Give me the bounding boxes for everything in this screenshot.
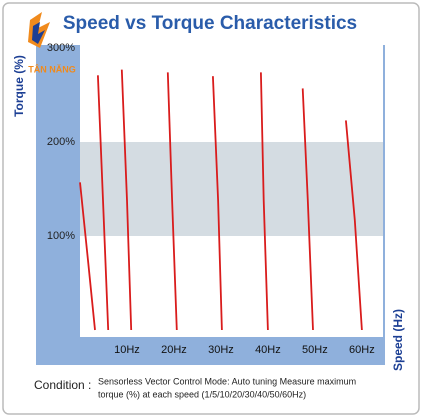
logo: TÂN NĂNG — [28, 12, 76, 74]
torque-line — [166, 72, 178, 331]
y-axis-label: Torque (%) — [12, 55, 26, 117]
torque-line — [97, 75, 110, 331]
y-tick-label: 200% — [47, 136, 75, 148]
x-tick-label: 60Hz — [349, 344, 375, 356]
condition-label: Condition : — [34, 378, 91, 392]
logo-text: TÂN NĂNG — [28, 63, 76, 74]
y-tick-label: 100% — [47, 230, 75, 242]
x-tick-label: 10Hz — [114, 344, 140, 356]
y-tick-label: 300% — [47, 42, 75, 54]
chart-title: Speed vs Torque Characteristics — [63, 13, 357, 34]
x-tick-label: 40Hz — [255, 344, 281, 356]
torque-line — [120, 69, 133, 331]
condition-line: Sensorless Vector Control Mode: Auto tun… — [98, 376, 356, 386]
torque-line — [79, 182, 96, 331]
x-axis-label: Speed (Hz) — [391, 309, 405, 371]
torque-line — [345, 120, 363, 331]
shaded-band — [80, 142, 383, 236]
x-tick-label: 20Hz — [161, 344, 187, 356]
x-tick-label: 50Hz — [302, 344, 328, 356]
torque-line — [212, 76, 223, 331]
x-tick-label: 30Hz — [208, 344, 234, 356]
logo-inner — [32, 22, 45, 44]
condition-line: torque (%) at each speed (1/5/10/20/30/4… — [98, 389, 306, 399]
torque-line — [301, 88, 314, 331]
torque-line — [260, 72, 269, 331]
